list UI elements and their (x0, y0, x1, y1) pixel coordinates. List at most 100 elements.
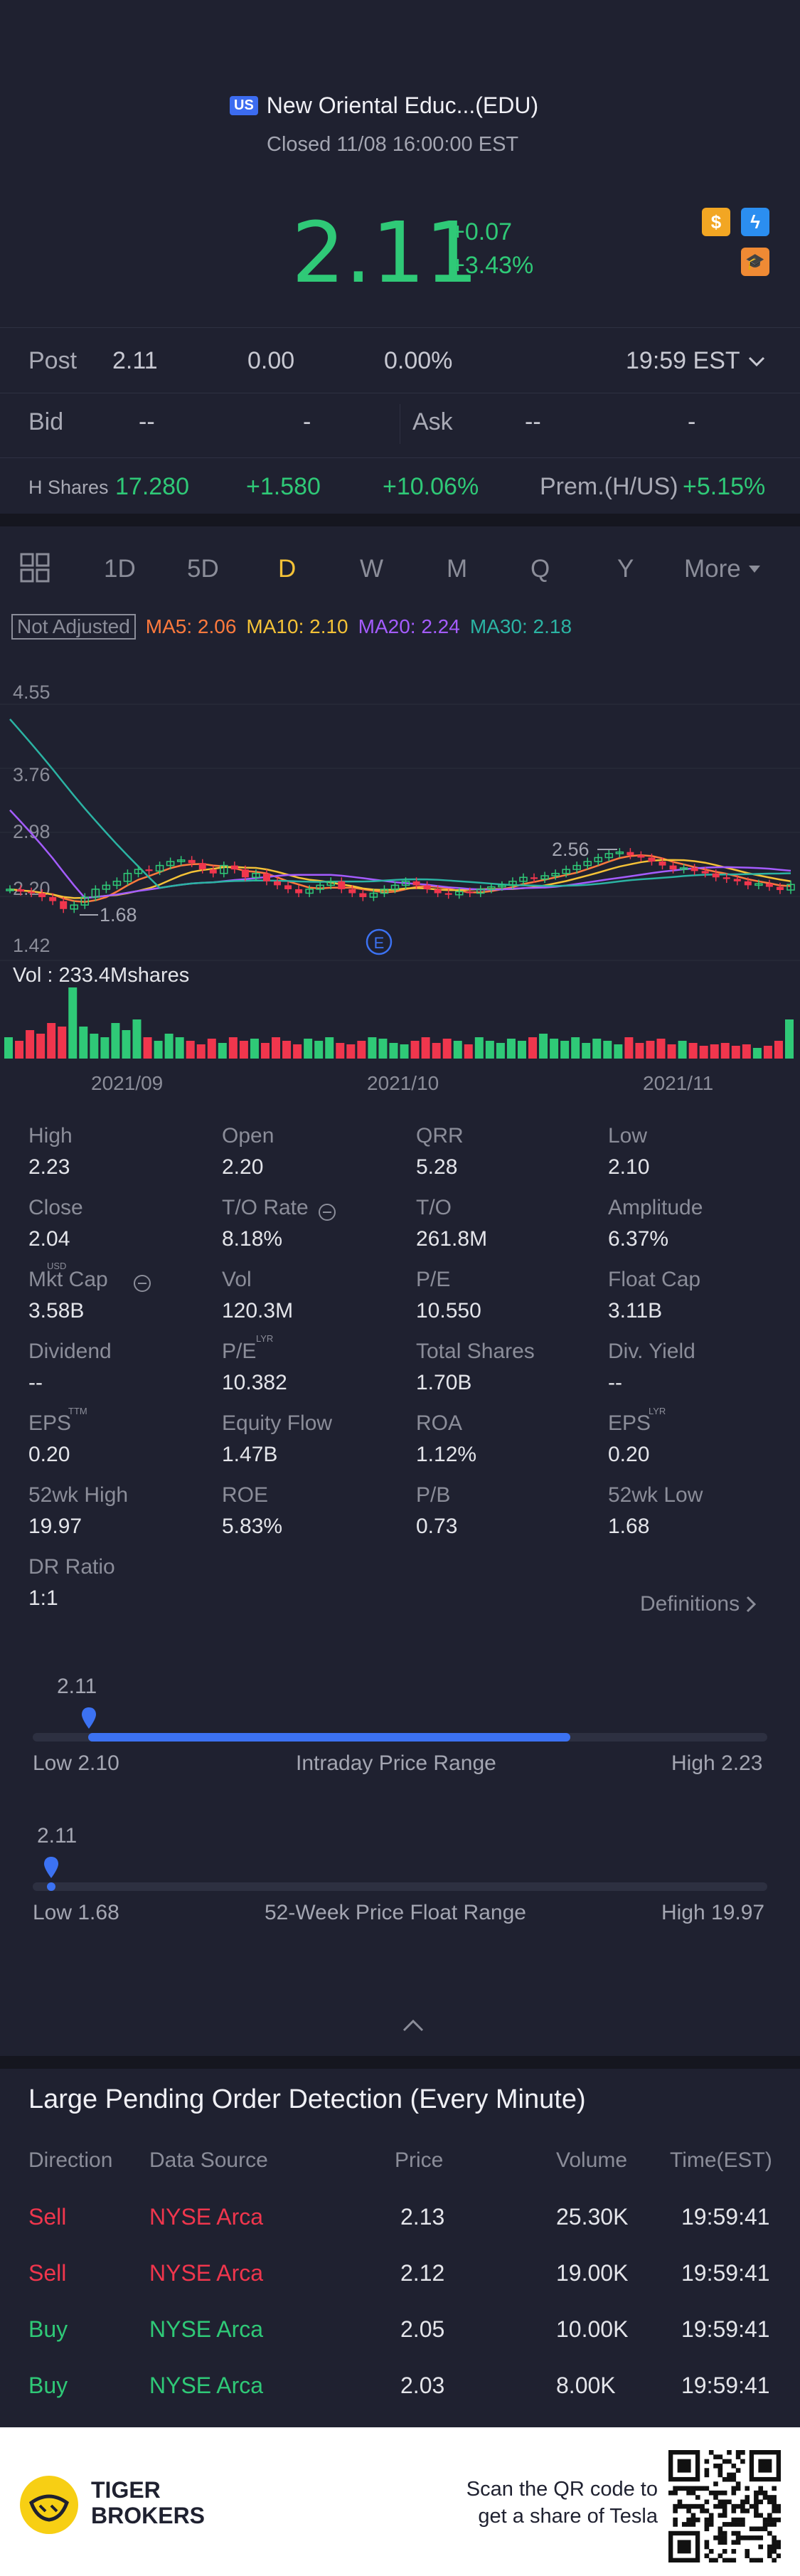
col-direction: Direction (28, 2148, 113, 2172)
volume-bar (272, 1037, 281, 1059)
stat-label: Open (222, 1124, 274, 1147)
candle-body (679, 867, 688, 870)
price-chart[interactable]: 4.55 3.76 2.98 2.20 1.42 2.56 1.68 E Vol… (0, 654, 800, 1110)
table-row[interactable]: Sell NYSE Arca 2.13 25.30K 19:59:41 (0, 2204, 800, 2247)
volume-bar (774, 1041, 783, 1059)
candle-body (17, 889, 25, 892)
volume-bar (517, 1041, 526, 1059)
x-tick: 2021/11 (643, 1072, 713, 1094)
cta-line-1: Scan the QR code to (466, 2478, 658, 2501)
definitions-link[interactable]: Definitions (640, 1592, 757, 1616)
post-time-dropdown[interactable]: 19:59 EST (626, 347, 766, 375)
ma5-value: MA5: 2.06 (145, 615, 237, 637)
y-tick: 2.98 (13, 821, 50, 842)
tab-5d[interactable]: 5D (187, 555, 219, 583)
volume-bar (122, 1030, 131, 1059)
volume-bar (346, 1044, 356, 1059)
week52-fill (47, 1882, 55, 1891)
stat-value: -- (28, 1371, 43, 1394)
price-change-pct: +3.43% (451, 252, 534, 279)
stock-title: New Oriental Educ...(EDU) (266, 92, 539, 118)
candle-body (166, 861, 175, 866)
stat-item: Equity Flow 1.47B (222, 1411, 332, 1467)
volume-bar (550, 1039, 559, 1059)
volume-bar (731, 1046, 740, 1059)
post-price: 2.11 (112, 347, 158, 374)
h-shares-row[interactable]: H Shares 17.280 +1.580 +10.06% Prem.(H/U… (0, 462, 800, 512)
candle-body (530, 877, 538, 879)
tab-w[interactable]: W (360, 555, 384, 583)
education-icon[interactable]: 🎓 (741, 248, 769, 276)
stat-item: 52wk High 19.97 (28, 1483, 128, 1539)
volume-bar (239, 1041, 248, 1059)
volume-bar (111, 1023, 120, 1059)
tab-m[interactable]: M (447, 555, 468, 583)
y-tick: 4.55 (13, 682, 50, 703)
stat-value: 1.70B (416, 1371, 472, 1394)
volume-bar (485, 1041, 494, 1059)
candle-body (369, 892, 378, 898)
order-volume: 25.30K (556, 2204, 629, 2230)
ma20-value: MA20: 2.24 (358, 615, 460, 637)
candle-body (733, 879, 741, 881)
tab-y[interactable]: Y (617, 555, 634, 583)
stat-label: EPS (28, 1411, 72, 1435)
candle-body (423, 885, 431, 889)
stat-item: T/O 261.8M (416, 1196, 487, 1251)
more-periods-button[interactable]: More (684, 555, 761, 583)
tab-d[interactable]: D (278, 555, 297, 583)
volume-bar (325, 1037, 334, 1059)
volume-bar (710, 1044, 719, 1059)
grid-icon[interactable] (20, 553, 51, 584)
volume-bar (699, 1046, 708, 1059)
stat-label: ROE (222, 1483, 269, 1507)
y-tick: 3.76 (13, 764, 50, 785)
candle-body (712, 873, 720, 878)
candle-body (230, 865, 238, 870)
volume-bar (90, 1034, 99, 1059)
candle-body (123, 872, 132, 882)
lightning-icon[interactable]: ϟ (741, 208, 769, 236)
stat-item: ROE 5.83% (222, 1483, 282, 1539)
ma20-line (9, 809, 791, 899)
tab-1d[interactable]: 1D (104, 555, 136, 583)
col-source: Data Source (149, 2148, 268, 2172)
info-icon[interactable] (132, 1273, 152, 1293)
candle-body (80, 896, 90, 906)
week52-current: 2.11 (37, 1824, 78, 1848)
week52-range: 2.11 Low 1.68 52-Week Price Float Range … (0, 1821, 800, 1924)
volume-bar (624, 1037, 634, 1059)
post-row: Post 2.11 0.00 0.00% 19:59 EST (0, 334, 800, 391)
candle-body (583, 861, 592, 866)
table-row[interactable]: Buy NYSE Arca 2.05 10.00K 19:59:41 (0, 2316, 800, 2359)
intraday-current: 2.11 (57, 1675, 97, 1698)
stat-label: P/E (416, 1268, 451, 1291)
stat-value: 1:1 (28, 1586, 58, 1610)
volume-bar (752, 1048, 762, 1059)
stat-item: DR Ratio 1:1 (28, 1555, 115, 1611)
adjust-toggle[interactable]: Not Adjusted (11, 614, 136, 640)
stat-label: ROA (416, 1411, 463, 1435)
tab-q[interactable]: Q (530, 555, 550, 583)
qr-code-icon[interactable] (668, 2450, 781, 2562)
stat-label: Mkt Cap (28, 1268, 108, 1291)
collapse-chevron-icon[interactable] (401, 2018, 425, 2033)
table-row[interactable]: Buy NYSE Arca 2.03 8.00K 19:59:41 (0, 2373, 800, 2415)
dollar-icon[interactable]: $ (702, 208, 730, 236)
candle-body (669, 865, 677, 870)
order-price: 2.13 (400, 2204, 445, 2230)
stat-label: T/O (416, 1196, 452, 1219)
footer-banner[interactable]: TIGER BROKERS Scan the QR code to get a … (0, 2427, 800, 2576)
volume-bar (506, 1039, 516, 1059)
candle-body (626, 852, 634, 856)
intraday-fill (88, 1733, 570, 1742)
candle-body (744, 881, 752, 886)
candle-body (401, 881, 410, 886)
table-row[interactable]: Sell NYSE Arca 2.12 19.00K 19:59:41 (0, 2260, 800, 2303)
brand-line-2: BROKERS (91, 2503, 206, 2528)
col-price: Price (395, 2148, 444, 2172)
volume-bar (742, 1044, 751, 1059)
title-row[interactable]: US New Oriental Educ...(EDU) (230, 92, 538, 119)
stat-item: Float Cap 3.11B (608, 1268, 700, 1323)
info-icon[interactable] (317, 1202, 337, 1222)
